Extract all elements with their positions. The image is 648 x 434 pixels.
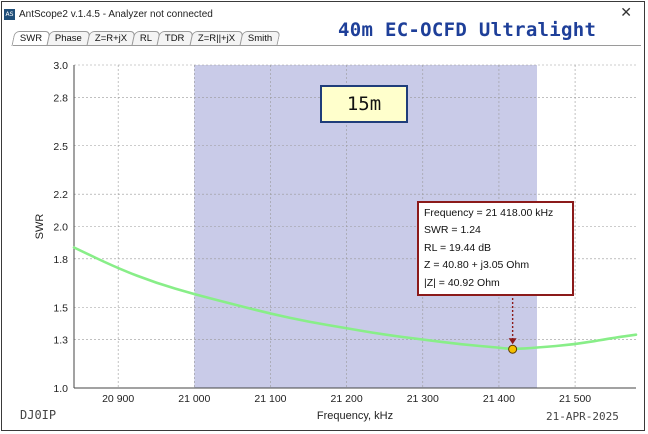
band-label: 15m <box>320 85 408 123</box>
x-tick-label: 21 100 <box>254 393 286 405</box>
x-tick-label: 20 900 <box>102 393 134 405</box>
close-icon[interactable]: ✕ <box>620 5 632 21</box>
x-tick-label: 21 000 <box>178 393 210 405</box>
swr-curve <box>72 246 638 351</box>
y-tick-label: 1.5 <box>53 302 68 314</box>
callsign: DJ0IP <box>20 408 57 422</box>
tooltip-z: Z = 40.80 + j3.05 Ohm <box>424 259 530 272</box>
app-icon: AS <box>4 8 15 20</box>
x-tick-label: 21 200 <box>331 393 363 405</box>
y-tick-label: 1.3 <box>53 335 68 347</box>
x-axis-label: Frequency, kHz <box>317 410 393 422</box>
title-bar: AS AntScope2 v.1.4.5 - Analyzer not conn… <box>4 5 634 23</box>
y-axis-label: SWR <box>34 214 46 240</box>
y-tick-label: 1.0 <box>53 383 68 395</box>
tab-divider <box>13 45 641 46</box>
chart-overlay-title: 40m EC-OCFD Ultralight <box>338 19 597 41</box>
x-tick-label: 21 300 <box>407 393 439 405</box>
tooltip-abs-z: |Z| = 40.92 Ohm <box>424 276 500 289</box>
x-tick-label: 21 500 <box>559 393 591 405</box>
date-stamp: 21-APR-2025 <box>546 410 619 423</box>
y-tick-label: 2.5 <box>53 141 68 153</box>
window-title: AntScope2 v.1.4.5 - Analyzer not connect… <box>19 8 213 20</box>
marker-tooltip: Frequency = 21 418.00 kHz SWR = 1.24 RL … <box>417 201 574 297</box>
marker-point <box>508 344 518 354</box>
tooltip-rl: RL = 19.44 dB <box>424 241 492 254</box>
y-tick-label: 1.8 <box>53 254 68 266</box>
marker-pointer-arrow <box>508 338 517 345</box>
y-tick-label: 3.0 <box>53 60 68 72</box>
tooltip-frequency: Frequency = 21 418.00 kHz <box>424 207 554 219</box>
y-tick-label: 2.2 <box>53 189 68 201</box>
y-tick-label: 2.0 <box>53 222 68 234</box>
tooltip-swr: SWR = 1.24 <box>424 224 481 237</box>
x-tick-label: 21 400 <box>483 393 515 405</box>
y-tick-label: 2.8 <box>53 92 68 104</box>
